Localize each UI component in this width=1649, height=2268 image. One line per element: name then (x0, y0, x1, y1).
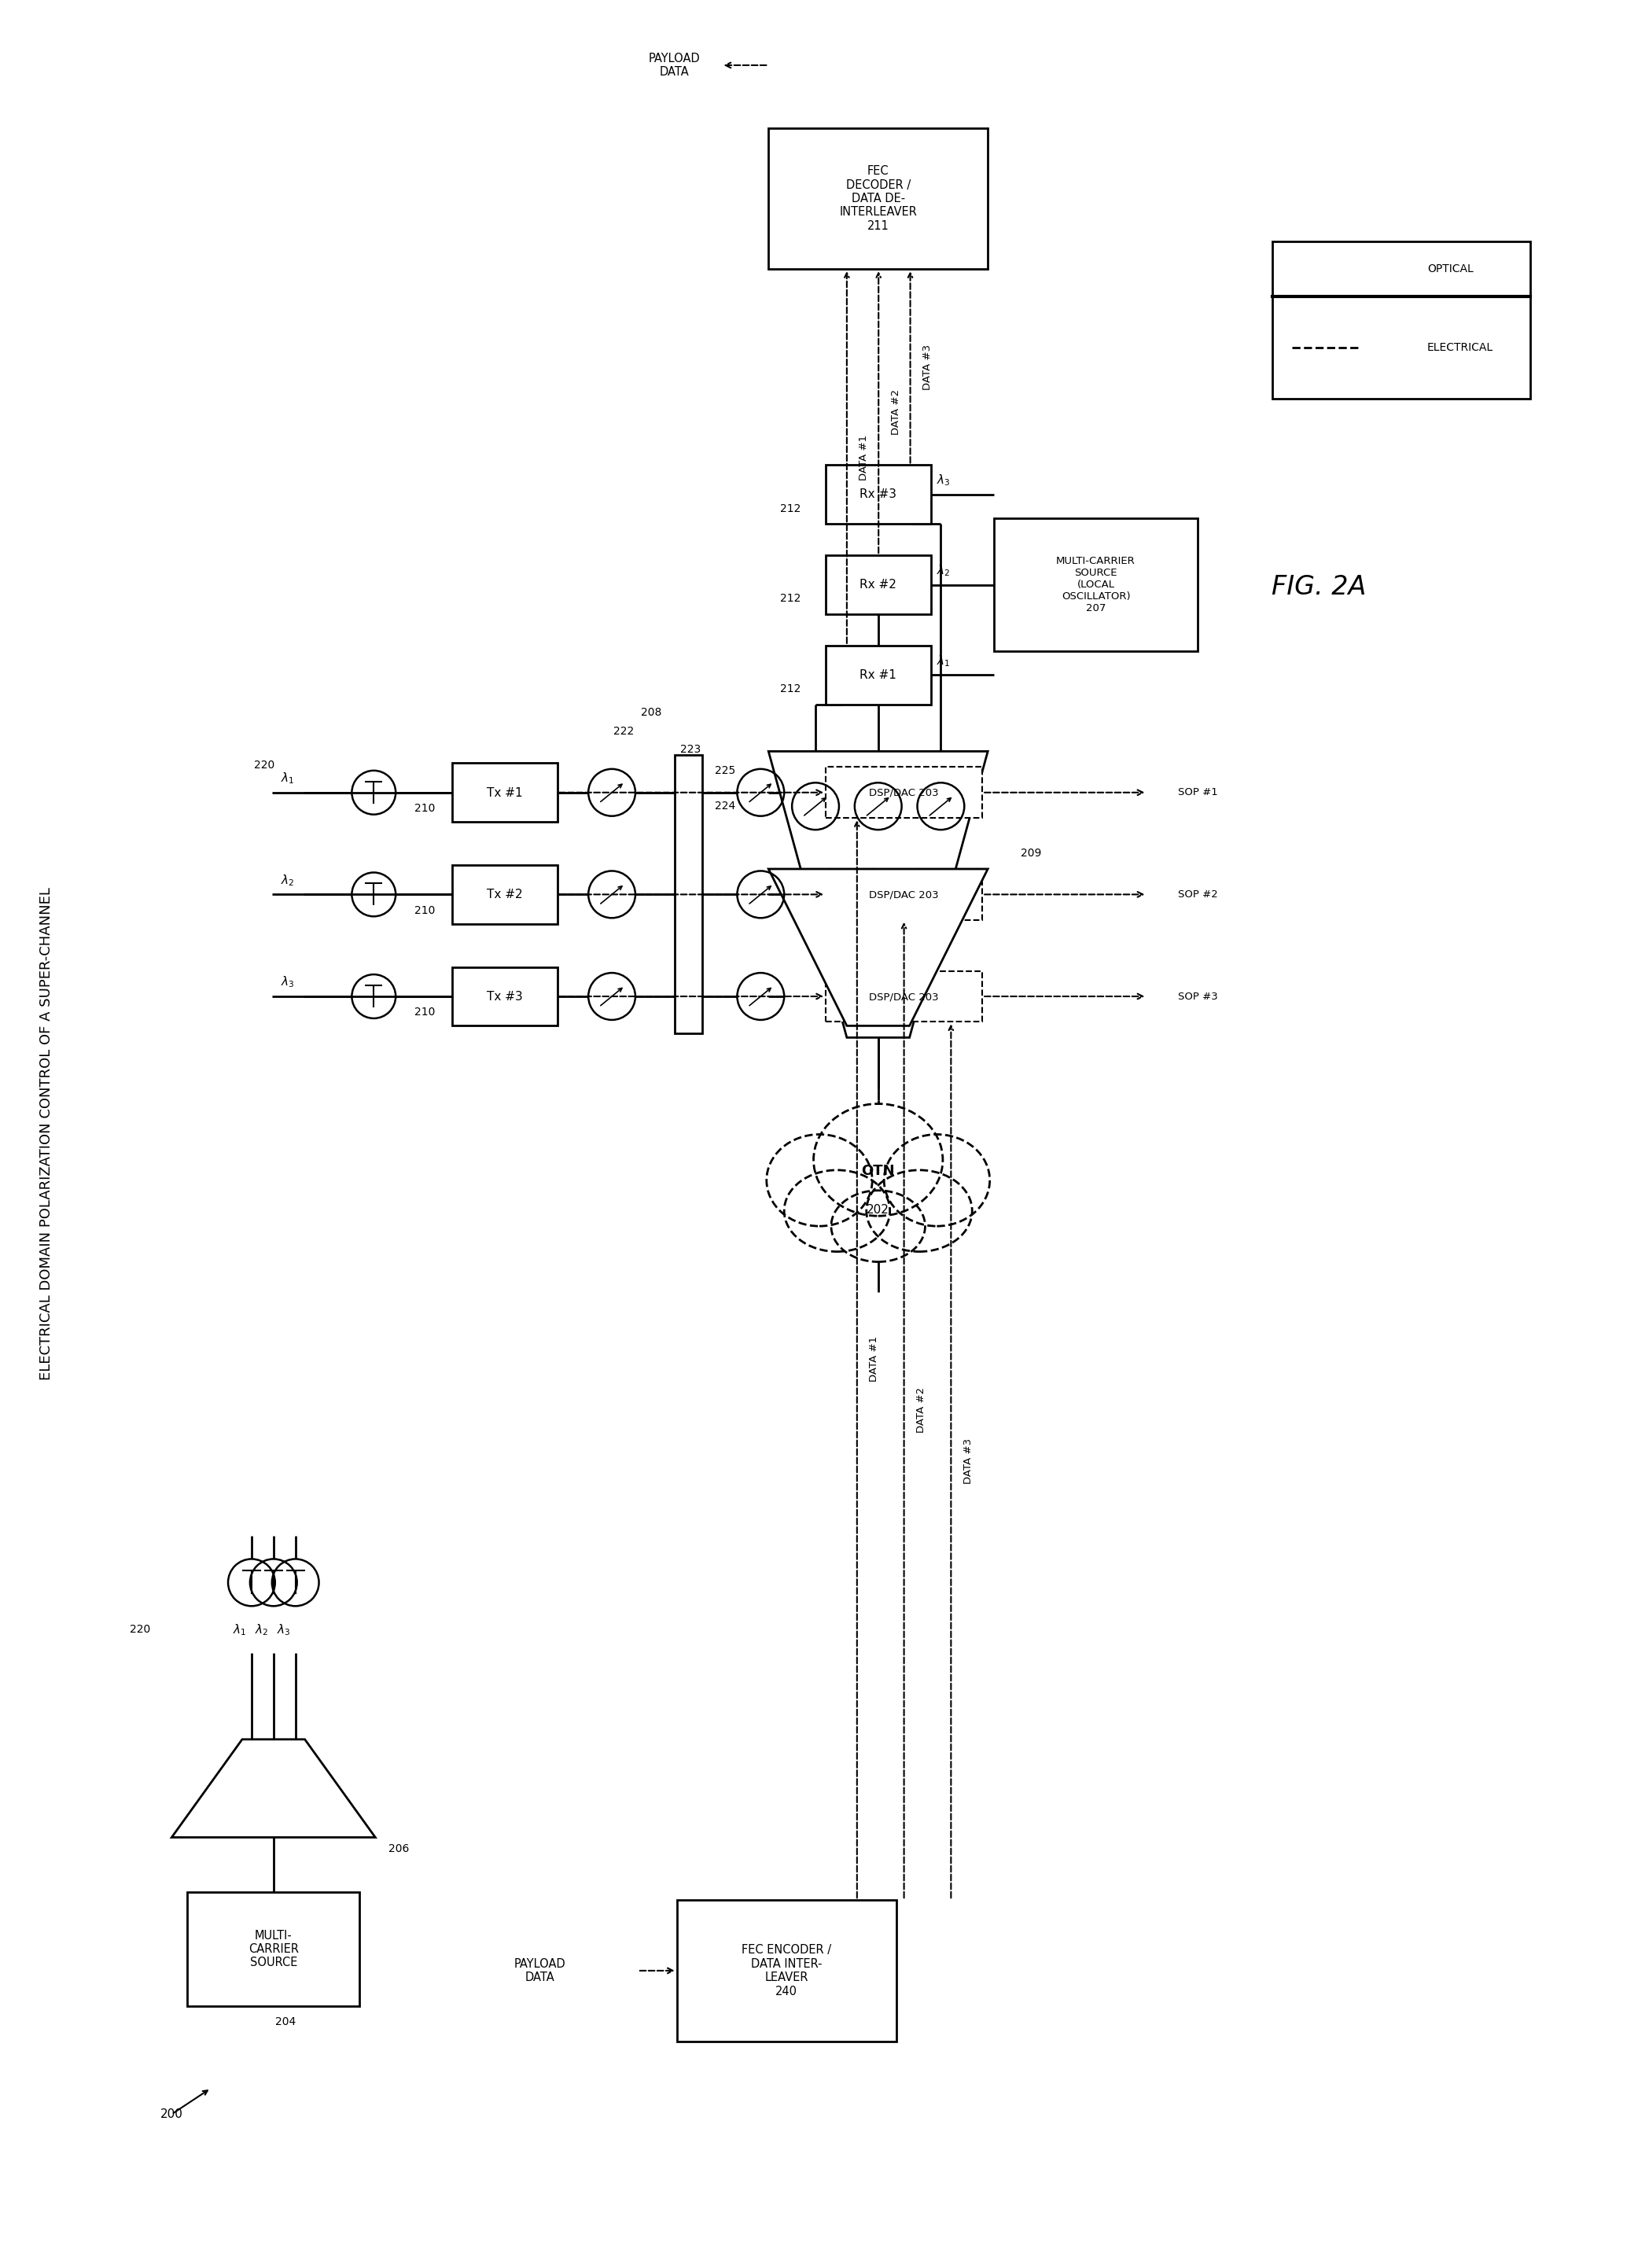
Text: $\lambda_1$: $\lambda_1$ (280, 771, 295, 785)
Text: 208: 208 (641, 708, 661, 717)
Ellipse shape (767, 1134, 872, 1227)
Text: 222: 222 (613, 726, 633, 737)
Text: Tx #1: Tx #1 (486, 787, 523, 798)
Bar (1271, 243, 1530, 399)
Text: 210: 210 (414, 803, 435, 814)
Bar (452, 966, 557, 1025)
Polygon shape (768, 751, 988, 1036)
Text: $\lambda_1$: $\lambda_1$ (937, 653, 950, 669)
Text: DATA #1: DATA #1 (859, 435, 869, 481)
Text: MULTI-
CARRIER
SOURCE: MULTI- CARRIER SOURCE (249, 1930, 298, 1969)
Text: $\lambda_2$: $\lambda_2$ (280, 873, 295, 887)
Text: 212: 212 (780, 503, 801, 515)
Text: Tx #2: Tx #2 (486, 889, 523, 900)
Text: OPTICAL: OPTICAL (1426, 263, 1474, 274)
Text: MULTI-CARRIER
SOURCE
(LOCAL
OSCILLATOR)
207: MULTI-CARRIER SOURCE (LOCAL OSCILLATOR) … (1057, 556, 1136, 612)
Text: 212: 212 (780, 683, 801, 694)
Text: 220: 220 (130, 1624, 150, 1635)
Ellipse shape (831, 1191, 925, 1261)
Bar (452, 864, 557, 923)
Bar (826, 869, 983, 921)
Text: $\lambda_1$: $\lambda_1$ (233, 1622, 247, 1637)
Text: $\lambda_2$: $\lambda_2$ (937, 562, 950, 578)
Text: Rx #2: Rx #2 (859, 578, 897, 590)
Text: SOP #3: SOP #3 (1177, 991, 1219, 1002)
Bar (826, 767, 983, 819)
Bar (994, 517, 1197, 651)
Text: 206: 206 (389, 1844, 409, 1855)
Bar (826, 646, 932, 705)
Ellipse shape (866, 1170, 973, 1252)
Text: Rx #3: Rx #3 (859, 488, 897, 501)
Text: 210: 210 (414, 1007, 435, 1018)
Text: $\lambda_3$: $\lambda_3$ (280, 975, 295, 989)
Text: DSP/DAC 203: DSP/DAC 203 (869, 787, 938, 798)
Text: DATA #2: DATA #2 (890, 390, 900, 435)
Text: FIG. 2A: FIG. 2A (1271, 574, 1367, 599)
Ellipse shape (813, 1105, 943, 1216)
Bar (676, 1901, 895, 2041)
Text: DSP/DAC 203: DSP/DAC 203 (869, 991, 938, 1002)
Text: Rx #1: Rx #1 (859, 669, 897, 680)
Text: OTN: OTN (861, 1163, 895, 1177)
Text: FEC
DECODER /
DATA DE-
INTERLEAVER
211: FEC DECODER / DATA DE- INTERLEAVER 211 (839, 166, 917, 231)
Text: $\lambda_2$: $\lambda_2$ (256, 1622, 269, 1637)
Text: DATA #1: DATA #1 (869, 1336, 879, 1381)
Text: 200: 200 (160, 2109, 183, 2121)
Ellipse shape (785, 1170, 890, 1252)
Ellipse shape (884, 1134, 989, 1227)
Text: PAYLOAD
DATA: PAYLOAD DATA (514, 1957, 566, 1984)
Text: 210: 210 (414, 905, 435, 916)
Text: Tx #3: Tx #3 (486, 991, 523, 1002)
Text: DATA #3: DATA #3 (963, 1438, 973, 1483)
Text: 225: 225 (716, 764, 735, 776)
Text: 209: 209 (1021, 848, 1041, 860)
Text: DSP/DAC 203: DSP/DAC 203 (869, 889, 938, 900)
Text: ELECTRICAL DOMAIN POLARIZATION CONTROL OF A SUPER-CHANNEL: ELECTRICAL DOMAIN POLARIZATION CONTROL O… (40, 887, 53, 1381)
Text: 202: 202 (867, 1204, 889, 1216)
Bar (826, 465, 932, 524)
Text: 220: 220 (254, 760, 274, 771)
Text: FEC ENCODER /
DATA INTER-
LEAVER
240: FEC ENCODER / DATA INTER- LEAVER 240 (742, 1944, 831, 1998)
Bar (768, 127, 988, 270)
Text: 212: 212 (780, 594, 801, 603)
Text: SOP #1: SOP #1 (1177, 787, 1219, 798)
Text: 224: 224 (716, 801, 735, 812)
Bar (188, 1892, 359, 2005)
Text: DATA #2: DATA #2 (917, 1388, 927, 1433)
Text: PAYLOAD
DATA: PAYLOAD DATA (648, 52, 701, 77)
Text: ELECTRICAL: ELECTRICAL (1426, 342, 1494, 354)
Bar (452, 762, 557, 821)
Text: DATA #3: DATA #3 (922, 345, 933, 390)
Bar (826, 971, 983, 1023)
Text: 223: 223 (679, 744, 701, 755)
Polygon shape (171, 1740, 376, 1837)
Text: SOP #2: SOP #2 (1177, 889, 1219, 900)
Polygon shape (768, 869, 988, 1025)
Bar (674, 755, 702, 1034)
Bar (826, 556, 932, 615)
Text: $\lambda_3$: $\lambda_3$ (277, 1622, 290, 1637)
Text: 204: 204 (275, 2016, 295, 2028)
Text: $\lambda_3$: $\lambda_3$ (937, 474, 950, 488)
